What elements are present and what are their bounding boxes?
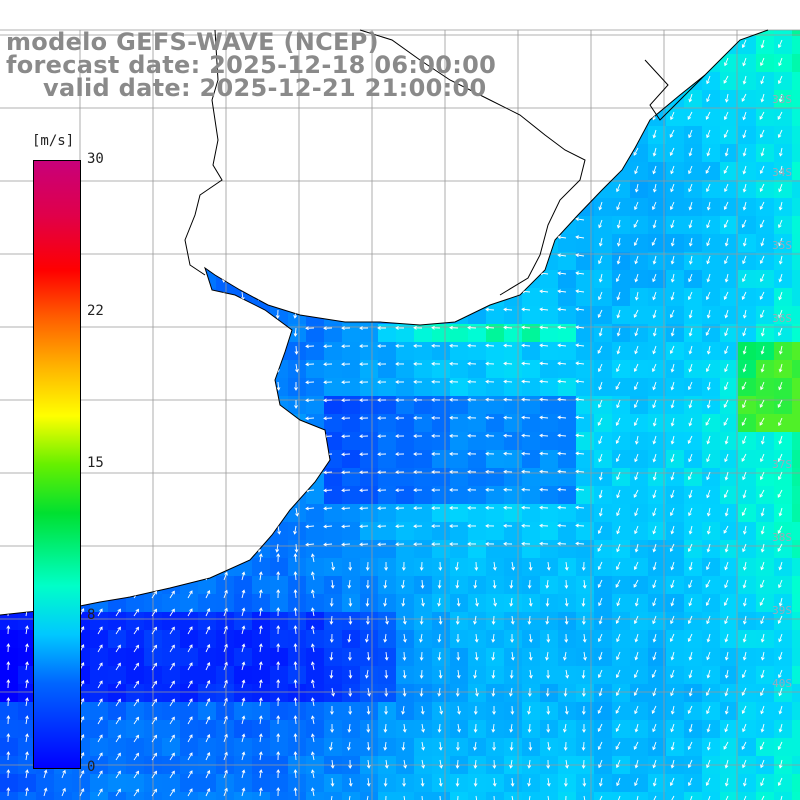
coastline — [0, 29, 769, 616]
lat-label: 38S — [772, 531, 792, 544]
model-title: modelo GEFS-WAVE (NCEP) — [6, 28, 379, 56]
forecast-date: forecast date: 2025-12-18 06:00:00 — [6, 51, 497, 79]
colorbar-unit: [m/s] — [32, 133, 75, 149]
colorbar — [33, 160, 81, 769]
lat-label: 39S — [772, 604, 792, 617]
lat-label: 37S — [772, 458, 792, 471]
valid-date: valid date: 2025-12-21 21:00:00 — [43, 74, 487, 102]
colorbar-tick-30: 30 — [87, 151, 104, 167]
colorbar-tick-8: 8 — [87, 607, 96, 623]
colorbar-tick-0: 0 — [87, 759, 96, 775]
lat-label: 34S — [772, 166, 792, 179]
colorbar-tick-22: 22 — [87, 303, 104, 319]
lat-label: 40S — [772, 677, 792, 690]
lat-label: 35S — [772, 239, 792, 252]
lat-label: 33S — [772, 93, 792, 106]
lat-label: 36S — [772, 312, 792, 325]
colorbar-tick-15: 15 — [87, 455, 104, 471]
